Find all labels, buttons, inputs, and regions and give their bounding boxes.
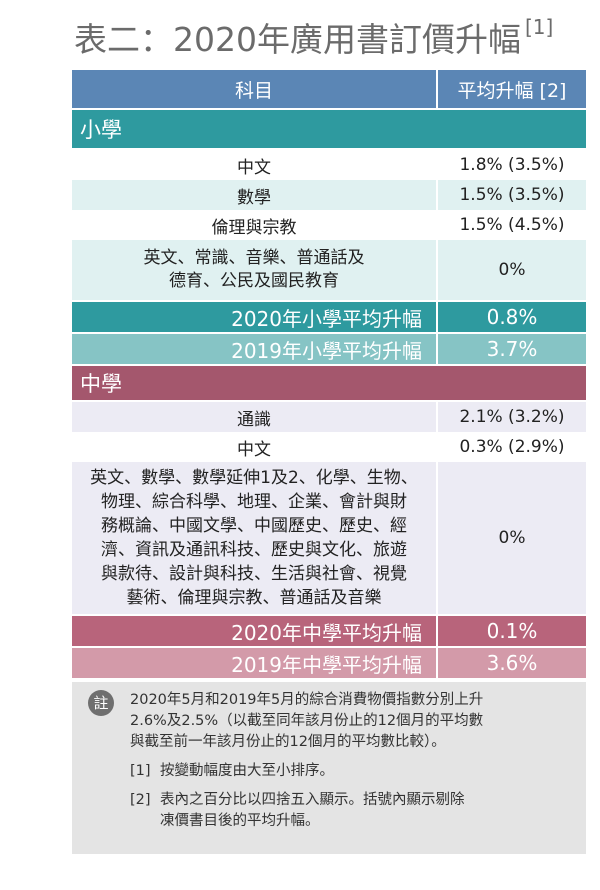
secondary-average-2019-row: 2019年中學平均升幅 3.6% — [72, 648, 586, 678]
footnote-number: [2] — [130, 792, 151, 808]
note-icon: 註 — [88, 690, 114, 716]
row-subject: 數學 — [237, 187, 271, 208]
avg-value: 3.6% — [436, 648, 586, 678]
header-average-increase: 平均升幅 [2] — [436, 70, 586, 108]
note-line: 與截至前一年該月份止的12個月的平均數比較）。 — [130, 734, 446, 750]
row-subject-line: 德育、公民及國民教育 — [169, 271, 339, 291]
row-subject-line: 英文、常識、音樂、普通話及 — [143, 248, 365, 268]
avg-label: 2020年小學平均升幅 — [231, 306, 422, 331]
avg-value: 3.7% — [436, 334, 586, 364]
table-row: 英文、數學、數學延伸1及2、化學、生物、 物理、綜合科學、地理、企業、會計與財 … — [72, 462, 586, 614]
row-subject-line: 務概論、中國文學、中國歷史、歷史、經 — [101, 516, 407, 536]
row-subject-line: 濟、資訊及通訊科技、歷史與文化、旅遊 — [101, 540, 407, 560]
note-line: 2020年5月和2019年5月的綜合消費物價指數分別上升 — [130, 692, 484, 708]
primary-average-2020-row: 2020年小學平均升幅 0.8% — [72, 302, 586, 332]
row-value: 0% — [436, 462, 586, 614]
primary-average-2019-row: 2019年小學平均升幅 3.7% — [72, 334, 586, 364]
row-value: 2.1% (3.2%) — [436, 402, 586, 432]
title-text: 表二：2020年廣用書訂價升幅 — [74, 20, 521, 59]
notes-box: 註 2020年5月和2019年5月的綜合消費物價指數分別上升 2.6%及2.5%… — [72, 682, 586, 854]
row-subject-line: 藝術、倫理與宗教、普通話及音樂 — [126, 588, 382, 608]
footnote-2: [2] 表內之百分比以四捨五入顯示。括號內顯示剔除 凍價書目後的平均升幅。 — [130, 790, 572, 832]
section-primary: 小學 — [72, 110, 586, 148]
page-title: 表二：2020年廣用書訂價升幅 [1] — [74, 12, 594, 68]
footnote-line: 凍價書目後的平均升幅。 — [160, 813, 320, 829]
title-footnote-ref: [1] — [524, 15, 554, 39]
section-secondary: 中學 — [72, 366, 586, 400]
header-subject: 科目 — [234, 79, 273, 102]
table-row: 通識 2.1% (3.2%) — [72, 402, 586, 432]
table-row: 中文 1.8% (3.5%) — [72, 150, 586, 180]
footnote-number: [1] — [130, 763, 151, 779]
note-main: 註 2020年5月和2019年5月的綜合消費物價指數分別上升 2.6%及2.5%… — [88, 690, 572, 753]
price-increase-table: 科目 平均升幅 [2] 小學 中文 1.8% (3.5%) 數學 1.5% (3… — [72, 70, 586, 678]
table-row: 倫理與宗教 1.5% (4.5%) — [72, 210, 586, 240]
footnote-line: 表內之百分比以四捨五入顯示。括號內顯示剔除 — [160, 792, 465, 808]
note-main-text: 2020年5月和2019年5月的綜合消費物價指數分別上升 2.6%及2.5%（以… — [130, 690, 483, 753]
row-value: 1.5% (4.5%) — [436, 210, 586, 240]
note-line: 2.6%及2.5%（以截至同年該月份止的12個月的平均數 — [130, 713, 484, 729]
row-value: 1.5% (3.5%) — [436, 180, 586, 210]
row-subject: 中文 — [237, 439, 271, 460]
table-row: 英文、常識、音樂、普通話及 德育、公民及國民教育 0% — [72, 240, 586, 300]
row-subject-line: 英文、數學、數學延伸1及2、化學、生物、 — [90, 468, 418, 488]
row-subject: 通識 — [237, 409, 271, 430]
row-subject-line: 物理、綜合科學、地理、企業、會計與財 — [101, 492, 407, 512]
avg-value: 0.8% — [436, 302, 586, 332]
footnote-1: [1] 按變動幅度由大至小排序。 — [130, 761, 572, 782]
avg-label: 2019年中學平均升幅 — [231, 652, 422, 677]
avg-label: 2020年中學平均升幅 — [231, 620, 422, 645]
row-value: 0.3% (2.9%) — [436, 432, 586, 462]
row-subject: 中文 — [237, 157, 271, 178]
table-header: 科目 平均升幅 [2] — [72, 70, 586, 108]
avg-label: 2019年小學平均升幅 — [231, 338, 422, 363]
row-subject: 倫理與宗教 — [211, 217, 297, 238]
row-value: 1.8% (3.5%) — [436, 150, 586, 180]
table-row: 數學 1.5% (3.5%) — [72, 180, 586, 210]
footnote-line: 按變動幅度由大至小排序。 — [160, 763, 334, 779]
secondary-average-2020-row: 2020年中學平均升幅 0.1% — [72, 616, 586, 646]
row-subject: 英文、常識、音樂、普通話及 德育、公民及國民教育 — [72, 240, 436, 300]
table-row: 中文 0.3% (2.9%) — [72, 432, 586, 462]
avg-value: 0.1% — [436, 616, 586, 646]
row-subject-line: 與款待、設計與科技、生活與社會、視覺 — [101, 564, 407, 584]
row-subject: 英文、數學、數學延伸1及2、化學、生物、 物理、綜合科學、地理、企業、會計與財 … — [72, 462, 436, 614]
row-value: 0% — [436, 240, 586, 300]
